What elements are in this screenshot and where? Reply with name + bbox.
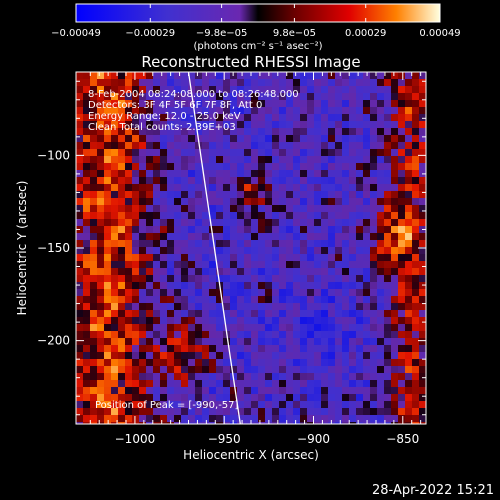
colorbar-ticks: −0.00049 −0.00029 −9.8e−05 9.8e−05 0.00029 0.… bbox=[51, 4, 461, 39]
solar-limb-curve bbox=[187, 72, 241, 424]
info-line: 8-Feb-2004 08:24:08.000 to 08:26:48.000 bbox=[88, 89, 299, 100]
x-tick-label: −1000 bbox=[115, 432, 156, 446]
y-axis-ticks: −100 −150 −200 bbox=[37, 80, 426, 416]
heatmap-cells bbox=[76, 72, 426, 424]
info-line: Detectors: 3F 4F 5F 6F 7F 8F, Att 0 bbox=[88, 100, 262, 111]
y-axis-label: Heliocentric Y (arcsec) bbox=[15, 181, 29, 316]
colorbar-tick-label: 0.00049 bbox=[419, 28, 460, 39]
colorbar-tick-label: 9.8e−05 bbox=[273, 28, 316, 39]
x-tick-label: −950 bbox=[208, 432, 241, 446]
x-tick-label: −900 bbox=[297, 432, 330, 446]
colorbar-unit-label: (photons cm⁻² s⁻¹ asec⁻²) bbox=[193, 41, 322, 52]
x-axis-label: Heliocentric X (arcsec) bbox=[183, 448, 319, 462]
colorbar-tick-label: −9.8e−05 bbox=[196, 28, 248, 39]
y-tick-label: −200 bbox=[37, 334, 70, 348]
colorbar-tick-label: −0.00049 bbox=[51, 28, 101, 39]
peak-position-label: Position of Peak = [-990,-57] bbox=[95, 400, 239, 411]
colorbar bbox=[75, 3, 441, 23]
info-line: Energy Range: 12.0 - 25.0 keV bbox=[88, 111, 241, 122]
observation-info: 8-Feb-2004 08:24:08.000 to 08:26:48.000D… bbox=[88, 89, 299, 133]
chart-title: Reconstructed RHESSI Image bbox=[141, 53, 360, 71]
x-axis-ticks: −1000 −950 −900 −850 bbox=[89, 72, 422, 446]
info-line: Clean Total counts: 2.39E+03 bbox=[88, 122, 236, 133]
y-tick-label: −150 bbox=[37, 241, 70, 255]
colorbar-tick-label: 0.00029 bbox=[345, 28, 386, 39]
footer-timestamp: 28-Apr-2022 15:21 bbox=[372, 483, 494, 498]
colorbar-tick-label: −0.00029 bbox=[125, 28, 175, 39]
x-tick-label: −850 bbox=[386, 432, 419, 446]
y-tick-label: −100 bbox=[37, 148, 70, 162]
